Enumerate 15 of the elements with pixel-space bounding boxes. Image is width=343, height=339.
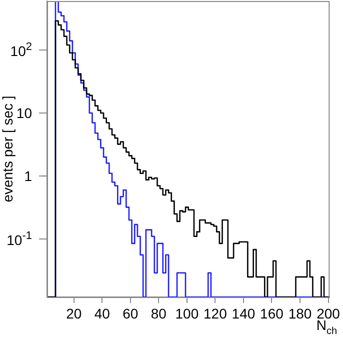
x-tick-label: 100 bbox=[175, 305, 199, 322]
x-tick-label: 180 bbox=[288, 305, 312, 322]
y-tick-label: 1 bbox=[24, 168, 32, 184]
x-tick-label: 200 bbox=[316, 305, 340, 322]
y-axis-title: events per [ sec ] bbox=[0, 96, 16, 202]
x-tick-label: 120 bbox=[204, 305, 228, 322]
x-tick-label: 160 bbox=[260, 305, 284, 322]
x-tick-label: 60 bbox=[122, 305, 138, 322]
x-tick-label: 20 bbox=[66, 305, 82, 322]
y-tick-label: 10$^{2}$ bbox=[10, 41, 32, 59]
y-tick-label: 10 bbox=[16, 105, 32, 121]
x-tick-label: 140 bbox=[232, 305, 256, 322]
x-tick-label: 40 bbox=[94, 305, 110, 322]
x-tick-label: 80 bbox=[150, 305, 167, 322]
y-tick-label: 10$^{-1}$ bbox=[6, 230, 32, 248]
